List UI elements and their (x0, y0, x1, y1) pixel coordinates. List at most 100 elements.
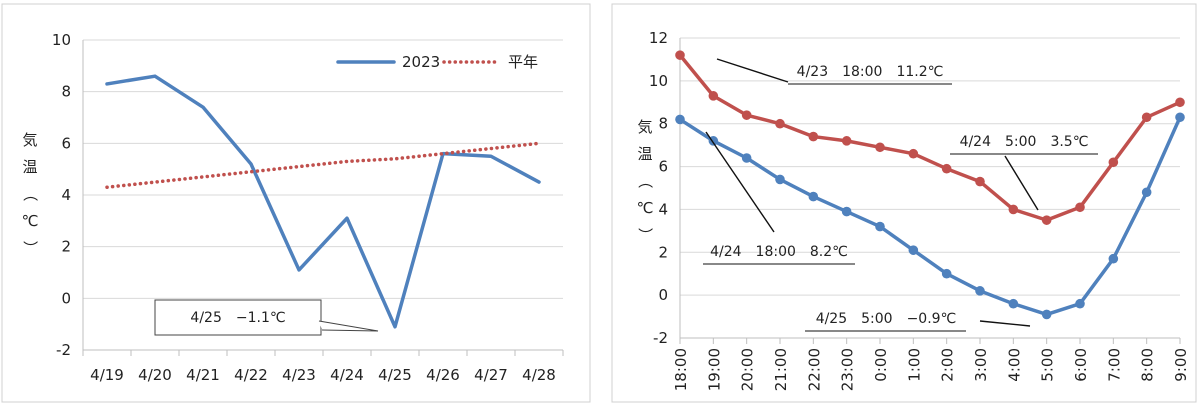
y-tick-label: -2 (653, 329, 668, 347)
y-tick-label: 8 (658, 115, 668, 133)
data-point (741, 110, 752, 120)
callout-box (154, 299, 322, 336)
x-tick-label: 4/25 (378, 366, 412, 384)
x-tick-label: 21:00 (772, 348, 790, 391)
annotation-label: 4/25 −1.1℃ (190, 310, 285, 326)
x-tick-label: 9:00 (1172, 348, 1190, 382)
y-tick-label: 0 (61, 289, 71, 307)
data-point (1008, 204, 1019, 215)
data-point (808, 131, 819, 142)
data-point (675, 114, 685, 125)
data-point (1108, 157, 1119, 168)
x-tick-label: 4:00 (1005, 348, 1023, 382)
data-point (1175, 97, 1185, 108)
annotation-label: 4/25 5:00 −0.9℃ (816, 311, 957, 327)
y-tick-label: 2 (658, 243, 668, 261)
data-point (1041, 309, 1052, 320)
annotation-label: 4/24 18:00 8.2℃ (710, 244, 848, 260)
y-tick-label: 2 (61, 238, 71, 256)
data-point (775, 174, 785, 185)
x-tick-label: 19:00 (705, 348, 723, 391)
x-tick-label: 4/28 (522, 366, 556, 384)
x-tick-label: 4/19 (90, 366, 124, 384)
annotation-leader (979, 320, 1031, 327)
data-point (1008, 298, 1019, 309)
data-point (775, 118, 785, 129)
x-tick-label: 5:00 (1039, 348, 1057, 382)
y-axis-label-char: 気 (22, 131, 37, 149)
y-tick-label: -2 (56, 341, 71, 359)
data-point (841, 206, 852, 217)
y-tick-label: 8 (61, 83, 71, 101)
data-point (875, 221, 885, 232)
x-tick-label: 18:00 (672, 348, 690, 391)
data-point (708, 91, 719, 101)
y-tick-label: 6 (658, 158, 668, 176)
x-tick-label: 23:00 (839, 348, 857, 391)
y-axis-label-char: ℃ (637, 199, 654, 217)
legend-label: 平年 (508, 53, 538, 71)
annotation-leader (705, 131, 775, 233)
data-point (941, 163, 952, 174)
y-axis-label-char: 気 (637, 118, 652, 136)
x-tick-label: 4/23 (282, 366, 316, 384)
annotation-leader (1004, 155, 1039, 211)
y-tick-label: 4 (658, 200, 668, 218)
chart-panel-daily-min-temp: -2 0 2 4 6 8 10 4/19 4/20 4/21 4/22 4/23 4/24 4/25 4/2… (1, 3, 591, 403)
x-tick-label: 4/21 (186, 366, 220, 384)
y-tick-label: 4 (61, 186, 71, 204)
chart-panel-hourly-temp: -2 0 2 4 6 8 10 12 18:00 19:00 20:00 21:00 22:00 23:0… (611, 3, 1197, 403)
x-tick-label: 2:00 (939, 348, 957, 382)
data-point (1075, 202, 1085, 213)
data-point (875, 142, 885, 153)
y-axis-label-char: ） (21, 240, 39, 255)
x-tick-label: 0:00 (872, 348, 890, 382)
data-point (908, 245, 919, 255)
legend-label: 2023 (402, 53, 440, 71)
data-point (1175, 112, 1185, 123)
data-point (675, 50, 685, 60)
y-tick-label: 0 (658, 286, 668, 304)
y-axis-label-char: （ (21, 186, 39, 201)
y-tick-label: 6 (61, 134, 71, 152)
x-tick-label: 4/24 (330, 366, 364, 384)
x-tick-label: 4/27 (474, 366, 508, 384)
series-line-0 (678, 53, 1182, 222)
chart-frame (1, 3, 591, 403)
data-point (1141, 187, 1152, 198)
data-point (908, 148, 919, 159)
x-tick-label: 3:00 (972, 348, 990, 382)
y-tick-label: 10 (52, 31, 71, 49)
data-point (975, 286, 985, 296)
y-axis-label-char: （ (636, 173, 654, 188)
x-tick-label: 8:00 (1139, 348, 1157, 382)
x-tick-label: 20:00 (739, 348, 757, 391)
data-point (1075, 298, 1085, 309)
series-line-0 (105, 74, 541, 329)
y-axis-label-char: 温 (637, 145, 652, 163)
data-point (1141, 112, 1152, 123)
data-point (975, 176, 985, 187)
annotation-leader (716, 58, 789, 83)
data-point (1041, 215, 1052, 225)
y-tick-label: 10 (649, 72, 668, 90)
data-point (808, 191, 819, 202)
data-point (1108, 253, 1119, 264)
chart-frame (611, 3, 1197, 403)
x-tick-label: 22:00 (805, 348, 823, 391)
x-tick-label: 6:00 (1072, 348, 1090, 382)
series-line-1 (678, 115, 1182, 317)
y-tick-label: 12 (649, 29, 668, 47)
annotation-label: 4/24 5:00 3.5℃ (960, 134, 1089, 150)
x-tick-label: 4/22 (234, 366, 268, 384)
y-axis-label-char: ℃ (22, 212, 39, 230)
data-point (741, 153, 752, 163)
x-tick-label: 7:00 (1105, 348, 1123, 382)
annotation-label: 4/23 18:00 11.2℃ (797, 64, 944, 80)
x-tick-label: 1:00 (905, 348, 923, 382)
x-tick-label: 4/26 (426, 366, 460, 384)
data-point (841, 136, 852, 146)
y-axis-label-char: ） (636, 227, 654, 242)
series-line-1 (105, 141, 541, 189)
